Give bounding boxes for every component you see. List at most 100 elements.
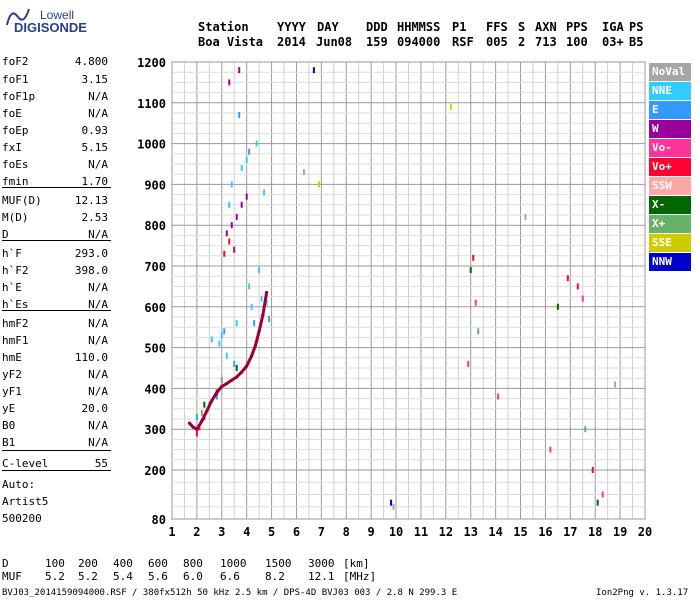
ionogram-chart: 1 2 3 4 5 6 7 8 9 10 11 12 13 14 15 16 17 18 19 20802003004…	[137, 56, 652, 539]
muf-cell: 200	[78, 557, 98, 570]
param-name: C-level	[2, 457, 49, 470]
header-value: Jun08	[316, 35, 353, 49]
echo-point	[245, 156, 248, 163]
echo-point	[220, 332, 223, 339]
echo-point	[474, 299, 477, 306]
param-row: foEp 0.93	[2, 124, 108, 141]
echo-point	[255, 140, 258, 147]
param-divider	[2, 187, 111, 188]
param-name: foF1	[2, 73, 29, 86]
param-name: h`F2	[2, 264, 29, 277]
param-value: N/A	[88, 298, 108, 311]
header-label: IGA	[602, 20, 624, 34]
echo-point	[240, 165, 243, 172]
echo-point	[210, 336, 213, 343]
y-tick-label: 600	[144, 301, 166, 315]
y-tick-label: 700	[144, 260, 166, 274]
x-tick-label: 15	[513, 525, 527, 539]
param-row: yE 20.0	[2, 402, 108, 419]
param-value: N/A	[88, 385, 108, 398]
echo-point	[312, 67, 315, 74]
param-divider	[2, 470, 111, 471]
echo-point	[253, 320, 256, 327]
param-value: 55	[94, 457, 108, 470]
legend-item: NNW	[649, 253, 691, 271]
echo-point	[225, 230, 228, 237]
echo-point	[258, 267, 261, 274]
param-value: 4.800	[74, 55, 108, 68]
param-name: foF2	[2, 55, 29, 68]
param-value: 1.70	[81, 175, 109, 188]
trace-point	[265, 290, 269, 295]
header-label: DAY	[317, 20, 339, 34]
header-label: HHMMSS	[397, 20, 441, 34]
echo-point	[248, 283, 251, 290]
muf-cell: 1500	[265, 557, 292, 570]
echo-point	[576, 283, 579, 290]
echo-point	[235, 214, 238, 221]
x-tick-label: 1	[168, 525, 175, 539]
param-row: h`F 293.0	[2, 247, 108, 264]
param-name: B0	[2, 419, 16, 432]
param-name: B1	[2, 436, 16, 449]
param-value: N/A	[88, 368, 108, 381]
param-row: B1 N/A	[2, 436, 108, 453]
echo-point	[240, 201, 243, 208]
param-name: hmF2	[2, 317, 29, 330]
param-row: foF1p N/A	[2, 90, 108, 107]
echo-point	[581, 295, 584, 302]
logo-lowell-text: Lowell	[40, 8, 75, 22]
muf-cell: 5.6	[148, 570, 168, 583]
y-tick-label: 1000	[137, 138, 166, 152]
echo-point	[195, 430, 198, 437]
x-tick-label: 17	[563, 525, 577, 539]
param-row: h`E N/A	[2, 281, 108, 298]
param-value: N/A	[88, 90, 108, 103]
header-label: DDD	[366, 20, 388, 34]
muf-row-label: D	[2, 557, 9, 570]
footer-version: Ion2Png v. 1.3.17	[596, 588, 689, 598]
muf-cell: 600	[148, 557, 168, 570]
header-value: 713	[535, 35, 557, 49]
x-tick-label: 12	[439, 525, 453, 539]
param-row: h`Es N/A	[2, 298, 108, 315]
header-label: PPS	[566, 20, 588, 34]
trace-point	[187, 421, 192, 425]
trace-point	[225, 381, 229, 386]
echo-point	[228, 79, 231, 86]
header-label: P1	[452, 20, 467, 34]
muf-cell: 8.2	[265, 570, 285, 583]
param-value: N/A	[88, 158, 108, 171]
y-tick-label: 400	[144, 382, 166, 396]
header-label: S	[518, 20, 526, 34]
param-name: h`Es	[2, 298, 29, 311]
trace-point	[235, 375, 239, 379]
x-tick-label: 11	[414, 525, 428, 539]
echo-point	[233, 360, 236, 367]
echo-point	[614, 381, 617, 388]
param-value: 20.0	[81, 402, 109, 415]
trace-point	[253, 343, 257, 348]
param-name: M(D)	[2, 211, 29, 224]
param-divider	[2, 310, 111, 311]
x-tick-label: 13	[464, 525, 478, 539]
echo-point	[223, 250, 226, 257]
x-tick-label: 8	[343, 525, 350, 539]
param-value: N/A	[88, 317, 108, 330]
param-row: foF2 4.800	[2, 55, 108, 72]
muf-cell: 5.2	[78, 570, 98, 583]
param-row: h`F2 398.0	[2, 264, 108, 281]
param-row: M(D) 2.53	[2, 211, 108, 228]
muf-cell: 100	[45, 557, 65, 570]
header-label: AXN	[535, 20, 557, 34]
param-name: hmE	[2, 351, 22, 364]
y-tick-label: 1100	[137, 97, 166, 111]
trace-point	[257, 329, 261, 333]
header-label: YYYY	[277, 20, 306, 34]
legend-item: X-	[649, 196, 691, 214]
echo-point	[228, 201, 231, 208]
header-value: 2014	[277, 35, 306, 49]
echo-point	[317, 181, 320, 188]
echo-point	[469, 267, 472, 274]
param-row: foF1 3.15	[2, 73, 108, 90]
